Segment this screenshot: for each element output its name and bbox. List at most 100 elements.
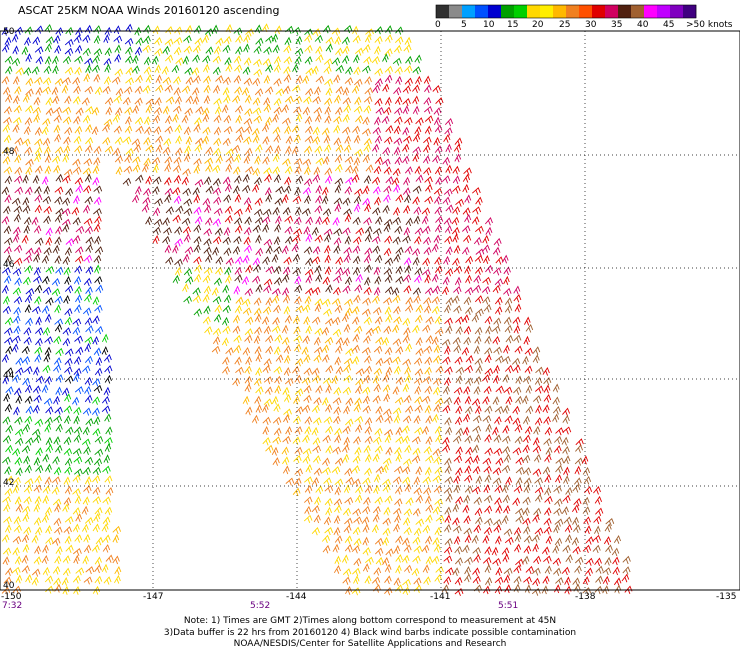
wind-barb	[5, 254, 12, 264]
wind-barb	[311, 505, 320, 514]
wind-barb	[423, 136, 432, 145]
wind-barb	[422, 524, 431, 534]
wind-barb	[462, 314, 470, 323]
wind-barb	[402, 415, 412, 424]
wind-barb	[94, 235, 101, 245]
wind-barb	[453, 244, 461, 254]
wind-barb	[455, 375, 463, 385]
wind-barb	[334, 434, 342, 444]
wind-barb	[463, 167, 472, 176]
wind-barb	[523, 335, 530, 345]
wind-barb	[3, 106, 12, 115]
wind-barb	[453, 386, 463, 395]
wind-barb	[252, 167, 261, 177]
wind-barb	[471, 534, 479, 544]
wind-barb	[414, 427, 423, 436]
wind-barb	[323, 65, 332, 75]
wind-barb	[34, 204, 42, 214]
wind-barb	[223, 94, 231, 104]
wind-barb	[92, 475, 101, 484]
wind-barb	[132, 163, 141, 173]
wind-barb	[135, 185, 142, 195]
wind-barb	[393, 253, 401, 263]
wind-barb	[265, 334, 274, 344]
colorbar-swatch	[540, 5, 554, 18]
wind-barb	[74, 265, 83, 274]
wind-barb	[352, 245, 361, 254]
wind-barb	[435, 566, 444, 575]
wind-barb	[413, 476, 421, 486]
wind-barb	[64, 95, 72, 105]
wind-barb	[265, 444, 274, 453]
wind-barb	[442, 196, 451, 206]
wind-barb	[234, 256, 243, 265]
wind-barb	[363, 217, 372, 226]
wind-barb	[455, 405, 463, 415]
wind-barb	[293, 415, 301, 425]
wind-barb	[315, 54, 324, 63]
wind-barb	[291, 243, 299, 253]
wind-barb	[382, 517, 391, 526]
wind-barb	[84, 173, 92, 183]
wind-barb	[225, 155, 234, 164]
wind-barb	[515, 375, 523, 385]
wind-barb	[434, 206, 443, 216]
wind-barb	[492, 284, 501, 294]
wind-barb	[535, 404, 542, 414]
wind-barb	[215, 75, 224, 84]
wind-barb	[135, 125, 144, 134]
wind-barb	[245, 264, 253, 274]
wind-barb	[452, 233, 459, 243]
wind-barb	[63, 447, 73, 457]
wind-barb	[383, 218, 393, 227]
wind-barb	[372, 84, 381, 94]
wind-barb	[222, 316, 230, 326]
wind-barb	[12, 374, 20, 383]
wind-barb	[355, 273, 363, 283]
wind-barb	[14, 175, 23, 184]
wind-barb	[42, 275, 50, 285]
wind-barb	[501, 464, 511, 474]
wind-barb	[393, 44, 402, 54]
wind-barb	[242, 254, 250, 264]
wind-barb	[75, 513, 83, 523]
wind-barb	[604, 523, 612, 533]
wind-barb	[53, 436, 61, 445]
wind-barb	[332, 446, 341, 455]
wind-barb	[41, 254, 50, 264]
wind-barb	[345, 66, 353, 75]
wind-barb	[334, 154, 343, 164]
wind-barb	[452, 165, 460, 175]
wind-barb	[473, 236, 482, 246]
wind-barb	[353, 537, 362, 547]
colorbar-swatch	[670, 5, 684, 18]
wind-barb	[1, 43, 10, 53]
wind-barb	[335, 106, 343, 116]
wind-barb	[402, 435, 410, 444]
wind-barb	[413, 577, 422, 586]
wind-barb	[402, 358, 412, 367]
lon-label: -147	[143, 592, 164, 602]
wind-barb	[85, 566, 95, 575]
wind-barb	[74, 66, 82, 76]
wind-barb	[574, 465, 582, 475]
wind-barb	[152, 114, 161, 124]
wind-barb	[431, 243, 439, 253]
wind-barb	[342, 227, 351, 236]
wind-barb	[55, 444, 63, 454]
wind-barb	[303, 315, 310, 325]
wind-barb	[352, 455, 361, 464]
wind-barb	[443, 255, 451, 265]
wind-barb	[395, 535, 403, 544]
wind-barb	[553, 445, 562, 454]
wind-barb	[303, 178, 313, 187]
wind-barb	[444, 345, 451, 355]
wind-barb	[313, 514, 321, 524]
wind-barb	[324, 497, 333, 507]
wind-barb	[15, 503, 23, 513]
wind-barb	[302, 186, 312, 196]
wind-barb	[352, 333, 360, 343]
wind-barb	[432, 506, 441, 515]
wind-barb	[222, 236, 231, 245]
wind-barb	[525, 323, 534, 333]
